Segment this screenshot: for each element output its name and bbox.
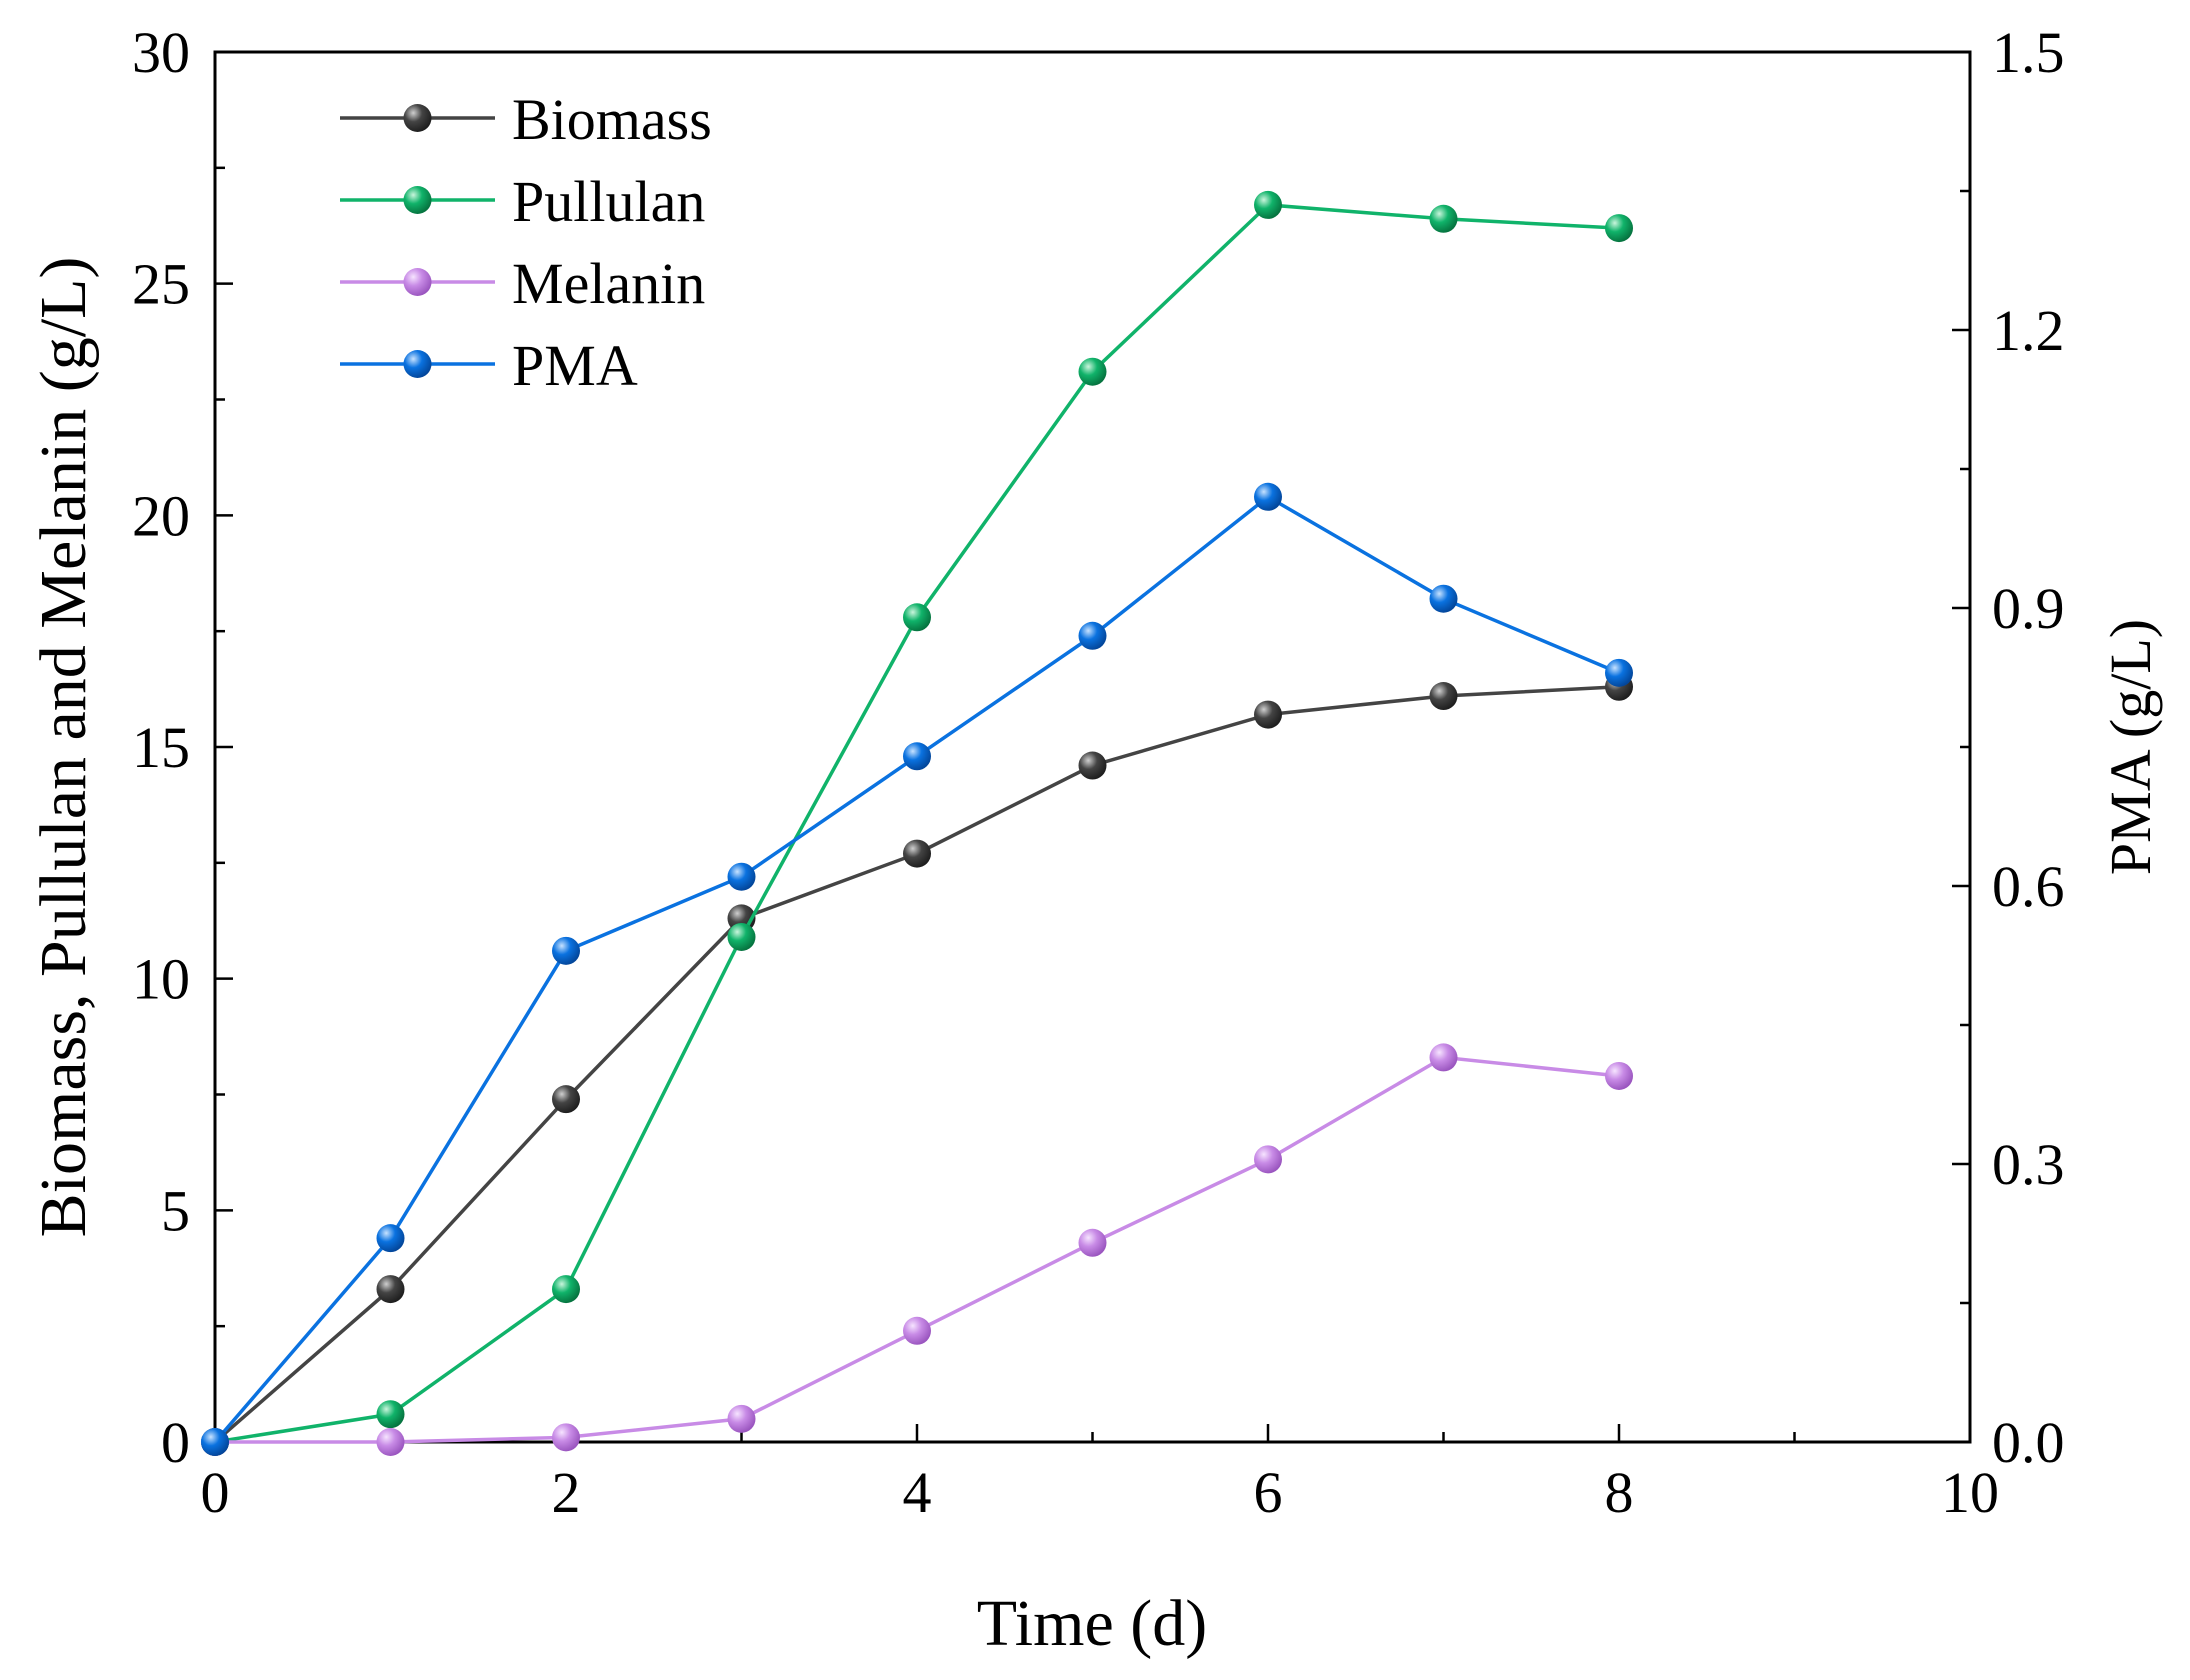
biomass-point bbox=[1429, 682, 1458, 711]
legend-marker-pullulan bbox=[403, 186, 432, 214]
pullulan-point bbox=[1254, 190, 1282, 219]
x-tick-label: 8 bbox=[1605, 1460, 1634, 1525]
y-right-tick-label: 1.2 bbox=[1992, 298, 2065, 363]
pullulan-point bbox=[552, 1275, 580, 1304]
pullulan-point bbox=[1078, 357, 1107, 386]
y-right-tick-label: 0.3 bbox=[1992, 1132, 2065, 1197]
pma-point bbox=[903, 742, 931, 771]
pma-point bbox=[552, 936, 580, 965]
melanin-point bbox=[903, 1316, 931, 1345]
y-left-tick-label: 15 bbox=[132, 715, 190, 780]
biomass-point bbox=[376, 1275, 405, 1304]
pma-point bbox=[376, 1224, 405, 1253]
y-right-tick-label: 0.6 bbox=[1992, 854, 2065, 919]
pma-line bbox=[213, 494, 1620, 1444]
legend-marker-biomass bbox=[403, 104, 432, 132]
pma-point bbox=[1078, 621, 1107, 650]
pma-point bbox=[201, 1428, 229, 1456]
x-axis-label: Time (d) bbox=[977, 1587, 1207, 1660]
legend-label-pullulan: Pullulan bbox=[512, 169, 705, 234]
pma-point bbox=[1254, 482, 1282, 511]
pullulan-line bbox=[214, 203, 1620, 1444]
melanin-point bbox=[1429, 1043, 1458, 1072]
pma-point bbox=[727, 862, 756, 891]
x-tick-label: 10 bbox=[1941, 1460, 1999, 1525]
y-left-tick-label: 10 bbox=[132, 947, 190, 1012]
legend-marker-melanin bbox=[403, 268, 432, 296]
x-tick-label: 4 bbox=[903, 1460, 932, 1525]
y-left-tick-label: 5 bbox=[161, 1178, 190, 1243]
y-right-tick-label: 0.0 bbox=[1992, 1410, 2065, 1475]
series-layer bbox=[201, 190, 1633, 1456]
legend-label-biomass: Biomass bbox=[512, 87, 712, 152]
pullulan-point bbox=[1429, 204, 1458, 233]
legend-label-melanin: Melanin bbox=[512, 251, 705, 316]
series-melanin bbox=[201, 1043, 1633, 1456]
legend: Biomass Pullulan Melanin PMA bbox=[340, 87, 712, 398]
pma-point bbox=[1429, 584, 1458, 613]
series-pullulan bbox=[201, 190, 1633, 1456]
y-right-tick-label: 1.5 bbox=[1992, 20, 2065, 85]
pullulan-point bbox=[376, 1400, 405, 1429]
melanin-point bbox=[552, 1423, 580, 1452]
axis-tick-labels: 0 2 4 6 8 10 0 5 10 15 20 25 30 0.0 0.3 0.6 0.9 1.2 1.5 bbox=[132, 20, 2065, 1525]
legend-marker-pma bbox=[403, 350, 432, 378]
melanin-point bbox=[1078, 1228, 1107, 1257]
pma-point bbox=[1605, 658, 1633, 687]
melanin-point bbox=[376, 1428, 405, 1456]
x-tick-label: 0 bbox=[201, 1460, 230, 1525]
x-tick-label: 2 bbox=[552, 1460, 581, 1525]
right-axis-label: PMA (g/L) bbox=[2098, 619, 2163, 875]
melanin-point bbox=[1254, 1145, 1282, 1174]
biomass-point bbox=[903, 839, 931, 868]
biomass-point bbox=[1078, 751, 1107, 780]
pullulan-point bbox=[903, 603, 931, 632]
melanin-point bbox=[1605, 1061, 1633, 1090]
y-left-tick-label: 20 bbox=[132, 483, 190, 548]
series-pma bbox=[201, 482, 1633, 1456]
melanin-point bbox=[727, 1404, 756, 1433]
y-left-tick-label: 0 bbox=[161, 1410, 190, 1475]
y-left-tick-label: 25 bbox=[132, 252, 190, 317]
biomass-point bbox=[1254, 700, 1282, 729]
left-axis-label: Biomass, Pullulan and Melanin (g/L) bbox=[27, 257, 100, 1238]
biomass-point bbox=[552, 1085, 580, 1114]
legend-label-pma: PMA bbox=[512, 333, 638, 398]
y-right-tick-label: 0.9 bbox=[1992, 576, 2065, 641]
pullulan-point bbox=[727, 922, 756, 951]
y-left-tick-label: 30 bbox=[132, 20, 190, 85]
pullulan-point bbox=[1605, 214, 1633, 243]
x-tick-label: 6 bbox=[1254, 1460, 1283, 1525]
